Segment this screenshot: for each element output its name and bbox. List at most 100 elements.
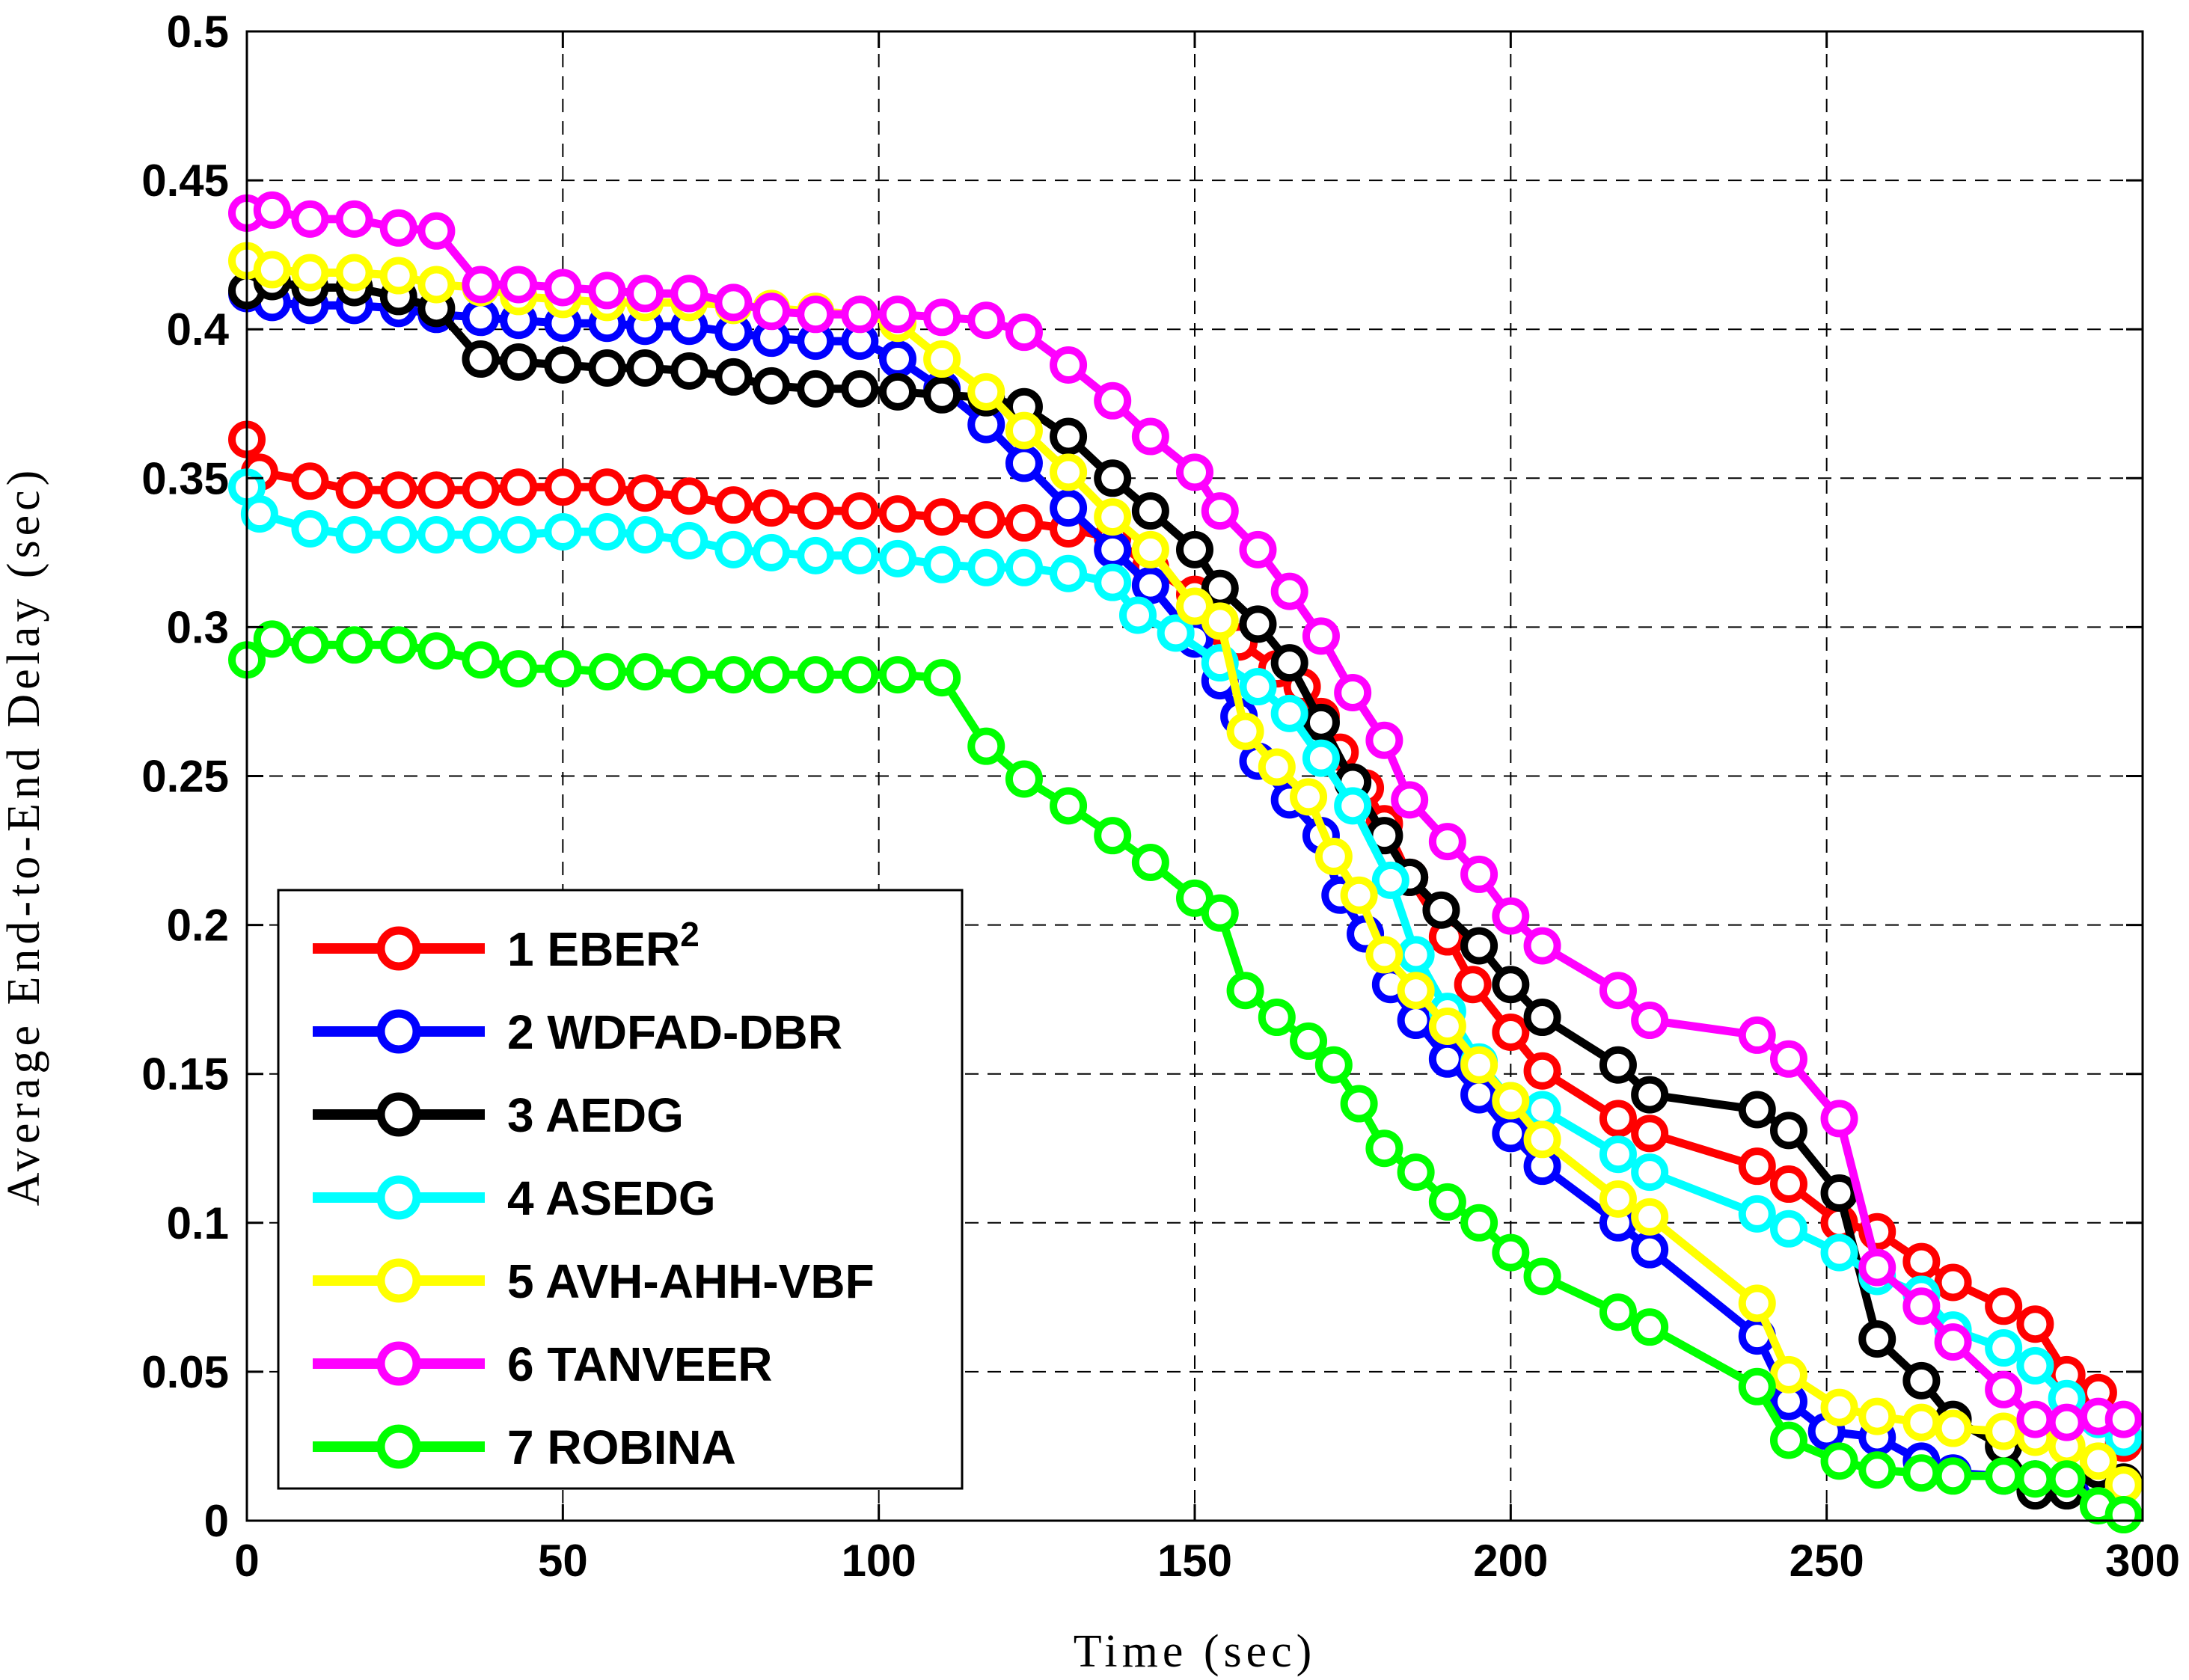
legend-swatch-marker xyxy=(376,1175,421,1220)
data-point xyxy=(1820,1174,1858,1212)
data-point xyxy=(1005,548,1043,586)
data-point xyxy=(1523,1052,1561,1090)
data-point xyxy=(1094,381,1132,420)
data-point xyxy=(1454,966,1492,1004)
legend-label-name: AVH-AHH-VBF xyxy=(545,1254,875,1308)
data-point xyxy=(1858,1320,1896,1358)
data-point xyxy=(1934,1263,1972,1302)
data-point xyxy=(1094,459,1132,497)
data-point xyxy=(1371,861,1409,899)
data-point xyxy=(1769,1210,1807,1248)
data-point xyxy=(1050,554,1088,592)
data-point xyxy=(967,548,1005,586)
data-point xyxy=(714,486,753,524)
data-point xyxy=(2016,1400,2054,1438)
data-point xyxy=(291,200,329,238)
data-point xyxy=(1902,1242,1941,1281)
data-point xyxy=(1005,313,1043,352)
data-point xyxy=(1460,1204,1498,1242)
data-point xyxy=(544,346,582,384)
data-point xyxy=(462,266,500,304)
data-point xyxy=(1858,1397,1896,1435)
data-point xyxy=(1201,492,1239,530)
data-point xyxy=(879,539,917,577)
data-point xyxy=(1131,492,1169,530)
data-point xyxy=(797,295,835,334)
data-point xyxy=(626,275,664,313)
x-tick-label: 300 xyxy=(2105,1536,2180,1586)
data-point xyxy=(2016,1305,2054,1343)
data-point xyxy=(417,212,456,250)
data-point xyxy=(1460,1046,1498,1084)
data-point xyxy=(1302,703,1340,741)
data-point xyxy=(335,626,373,664)
data-point xyxy=(1118,596,1157,634)
data-point xyxy=(1005,411,1043,450)
data-point xyxy=(1428,1040,1466,1078)
legend-item: 3 AEDG xyxy=(313,1088,684,1142)
legend-label: 6 TANVEER xyxy=(507,1337,772,1391)
series-tanveer xyxy=(228,191,2143,1441)
data-point xyxy=(753,533,791,571)
data-point xyxy=(417,266,456,304)
legend-swatch-marker xyxy=(376,1258,421,1303)
data-point xyxy=(291,626,329,664)
data-point xyxy=(1005,504,1043,542)
data-point xyxy=(626,349,664,387)
legend-label-name: ROBINA xyxy=(547,1420,735,1474)
y-axis-label: Average End-to-End Delay (sec) xyxy=(0,466,49,1207)
legend-label-prefix: 5 xyxy=(507,1254,545,1308)
legend-label: 1 EBER2 xyxy=(507,915,699,976)
legend-item: 1 EBER2 xyxy=(313,915,699,976)
data-point xyxy=(1302,739,1340,777)
y-tick-label: 0.35 xyxy=(141,453,229,503)
series-robina xyxy=(228,620,2143,1534)
data-point xyxy=(1934,1323,1972,1361)
data-point xyxy=(500,266,538,304)
data-point xyxy=(1094,498,1132,536)
data-point xyxy=(1226,972,1264,1010)
data-point xyxy=(1239,605,1277,643)
data-point xyxy=(1738,1147,1776,1186)
legend-label-prefix: 2 xyxy=(507,1005,547,1059)
data-point xyxy=(588,512,626,551)
data-point xyxy=(1492,966,1530,1004)
data-point xyxy=(1290,1022,1328,1060)
data-point xyxy=(1985,1329,2023,1367)
data-point xyxy=(1050,346,1088,384)
y-tick-label: 0.05 xyxy=(141,1347,229,1397)
data-point xyxy=(797,492,835,530)
data-point xyxy=(626,515,664,554)
data-point xyxy=(1769,1421,1807,1459)
data-point xyxy=(1738,1367,1776,1405)
legend-swatch-marker xyxy=(376,1092,421,1137)
axis-ticks: 0 50 100 150 200 250 300 0 0.05 0.1 0.15 0.2 0.25 0.3… xyxy=(141,7,2180,1586)
data-point xyxy=(753,367,791,405)
data-point xyxy=(1201,602,1239,640)
data-point xyxy=(588,468,626,506)
data-point xyxy=(1050,417,1088,456)
data-point xyxy=(1934,1409,1972,1447)
legend-item: 6 TANVEER xyxy=(313,1337,772,1391)
data-point xyxy=(1523,999,1561,1037)
data-point xyxy=(1334,787,1372,825)
data-point xyxy=(1631,1076,1669,1114)
data-point xyxy=(1599,972,1637,1010)
data-point xyxy=(1131,530,1169,568)
data-point xyxy=(879,295,917,334)
data-point xyxy=(797,656,835,694)
data-point xyxy=(1428,1183,1466,1221)
data-point xyxy=(588,653,626,691)
data-point xyxy=(1270,644,1308,682)
data-point xyxy=(967,501,1005,539)
data-point xyxy=(1599,1100,1637,1138)
data-point xyxy=(1631,1308,1669,1346)
legend-label: 7 ROBINA xyxy=(507,1420,736,1474)
legend-item: 2 WDFAD-DBR xyxy=(313,1005,842,1059)
data-point xyxy=(1050,787,1088,825)
data-point xyxy=(670,656,708,694)
data-point xyxy=(1492,1233,1530,1272)
data-point xyxy=(797,370,835,408)
data-point xyxy=(1492,1013,1530,1051)
data-point xyxy=(1397,1002,1435,1040)
